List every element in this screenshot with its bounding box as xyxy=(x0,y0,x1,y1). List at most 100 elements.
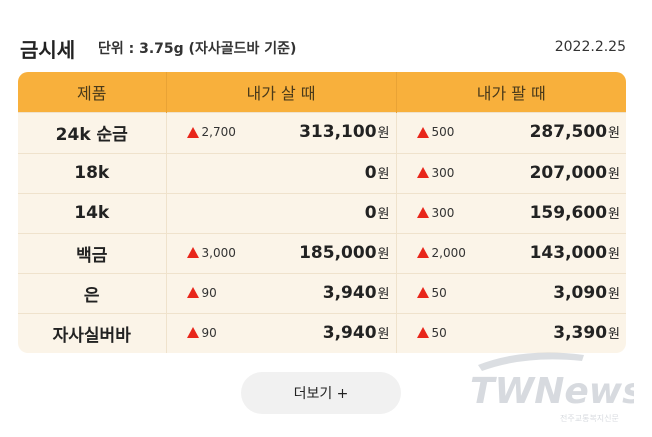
page-title: 금시세 xyxy=(20,38,76,62)
up-triangle-icon xyxy=(416,327,429,339)
buy-price-cell: 0원 xyxy=(165,152,396,193)
col-header-buy: 내가 살 때 xyxy=(165,72,396,112)
buy-change: 2,700 xyxy=(186,125,236,139)
buy-change-value: 90 xyxy=(201,325,217,340)
sell-change: 500 xyxy=(416,125,455,139)
buy-change-value: 90 xyxy=(201,285,217,300)
currency-unit: 원 xyxy=(608,206,620,222)
buy-price-value: 3,940 xyxy=(322,322,377,343)
buy-price-cell: 2,700 313,100원 xyxy=(165,111,396,153)
sell-price: 287,500원 xyxy=(530,122,620,142)
up-triangle-icon xyxy=(186,287,199,298)
unit-note: 단위 : 3.75g (자사골드바 기준) xyxy=(98,41,297,57)
buy-price-cell: 0원 xyxy=(165,192,396,233)
buy-price: 313,100원 xyxy=(299,122,389,142)
buy-price: 185,000원 xyxy=(299,243,389,263)
buy-change: 90 xyxy=(186,325,217,340)
sell-change-value: 2,000 xyxy=(431,245,466,260)
buy-price-value: 3,940 xyxy=(322,282,377,303)
sell-price-cell: 2,000 143,000원 xyxy=(395,232,626,273)
currency-unit: 원 xyxy=(377,166,390,182)
sell-price-cell: 50 3,090원 xyxy=(395,272,626,313)
date-label: 2022.2.25 xyxy=(554,39,626,55)
sell-price: 143,000원 xyxy=(530,243,620,263)
sell-price-cell: 50 3,390원 xyxy=(395,312,626,353)
table-row: 자사실버바 90 3,940원 50 3,390원 xyxy=(18,312,626,353)
product-name: 14k xyxy=(18,192,166,233)
currency-unit: 원 xyxy=(608,126,620,141)
up-triangle-icon xyxy=(186,126,199,138)
currency-unit: 원 xyxy=(377,286,390,302)
sell-change: 300 xyxy=(416,165,455,180)
table-row: 백금 3,000 185,000원 2,000 143,000원 xyxy=(18,232,626,273)
sell-price-value: 143,000 xyxy=(529,242,608,263)
buy-price-cell: 90 3,940원 xyxy=(165,272,396,313)
currency-unit: 원 xyxy=(377,206,390,222)
buy-price: 0원 xyxy=(365,203,390,223)
sell-change-value: 500 xyxy=(431,125,455,139)
sell-change: 2,000 xyxy=(416,245,466,260)
twnews-watermark-logo: TWNews 전주교통복지신문 xyxy=(470,352,634,423)
sell-price-cell: 500 287,500원 xyxy=(395,111,626,153)
currency-unit: 원 xyxy=(608,286,620,302)
table-row: 18k 0원 300 207,000원 xyxy=(18,152,626,193)
sell-price-value: 3,390 xyxy=(553,322,608,343)
buy-price: 3,940원 xyxy=(323,323,390,343)
table-header-row: 제품 내가 살 때 내가 팔 때 xyxy=(18,72,626,112)
sell-price: 207,000원 xyxy=(530,163,620,183)
buy-price-value: 185,000 xyxy=(299,242,377,263)
currency-unit: 원 xyxy=(377,326,390,342)
buy-change: 3,000 xyxy=(186,245,236,260)
buy-price-cell: 90 3,940원 xyxy=(165,312,396,353)
col-header-sell: 내가 팔 때 xyxy=(395,72,626,112)
sell-change: 300 xyxy=(416,205,455,220)
sell-price-cell: 300 207,000원 xyxy=(395,152,626,193)
product-name: 18k xyxy=(18,152,166,193)
up-triangle-icon xyxy=(416,207,429,218)
col-header-product: 제품 xyxy=(77,83,107,103)
up-triangle-icon xyxy=(416,126,429,138)
sell-price-value: 287,500 xyxy=(529,122,608,142)
gold-price-table: 제품 내가 살 때 내가 팔 때 24k 순금 2,700 313,100원 500 2… xyxy=(18,72,626,353)
buy-price: 3,940원 xyxy=(323,283,390,303)
sell-price-value: 3,090 xyxy=(553,282,608,303)
sell-price: 3,090원 xyxy=(553,283,620,303)
buy-price: 0원 xyxy=(365,163,390,183)
sell-change-value: 300 xyxy=(431,165,455,180)
sell-change-value: 50 xyxy=(431,285,447,300)
currency-unit: 원 xyxy=(608,166,620,182)
sell-price: 159,600원 xyxy=(530,203,620,223)
sell-price-value: 159,600 xyxy=(529,202,608,223)
product-name: 자사실버바 xyxy=(18,312,166,353)
buy-price-cell: 3,000 185,000원 xyxy=(165,232,396,273)
sell-change-value: 300 xyxy=(431,205,455,220)
up-triangle-icon xyxy=(416,167,429,178)
sell-price-cell: 300 159,600원 xyxy=(395,192,626,233)
currency-unit: 원 xyxy=(377,246,390,262)
watermark-brand: TWNews xyxy=(470,371,634,412)
watermark-subtitle: 전주교통복지신문 xyxy=(560,413,619,423)
more-button[interactable]: 더보기 + xyxy=(241,372,401,414)
up-triangle-icon xyxy=(186,327,199,339)
currency-unit: 원 xyxy=(608,326,620,342)
sell-change: 50 xyxy=(416,285,447,300)
buy-change: 90 xyxy=(186,285,217,300)
currency-unit: 원 xyxy=(377,126,390,141)
buy-price-value: 313,100 xyxy=(299,122,377,142)
currency-unit: 원 xyxy=(608,246,620,262)
page-header: 금시세 단위 : 3.75g (자사골드바 기준) 2022.2.25 xyxy=(20,30,632,64)
buy-price-value: 0 xyxy=(364,162,377,183)
buy-price-value: 0 xyxy=(364,202,377,223)
sell-price-value: 207,000 xyxy=(529,162,608,183)
sell-change-value: 50 xyxy=(431,325,447,340)
table-row: 24k 순금 2,700 313,100원 500 287,500원 xyxy=(18,111,626,153)
buy-change-value: 2,700 xyxy=(201,125,236,139)
product-name: 은 xyxy=(18,272,166,313)
up-triangle-icon xyxy=(186,247,199,258)
buy-change-value: 3,000 xyxy=(201,245,236,260)
table-row: 은 90 3,940원 50 3,090원 xyxy=(18,272,626,313)
sell-price: 3,390원 xyxy=(553,323,620,343)
product-name: 백금 xyxy=(18,232,166,273)
up-triangle-icon xyxy=(416,247,429,258)
sell-change: 50 xyxy=(416,325,447,340)
